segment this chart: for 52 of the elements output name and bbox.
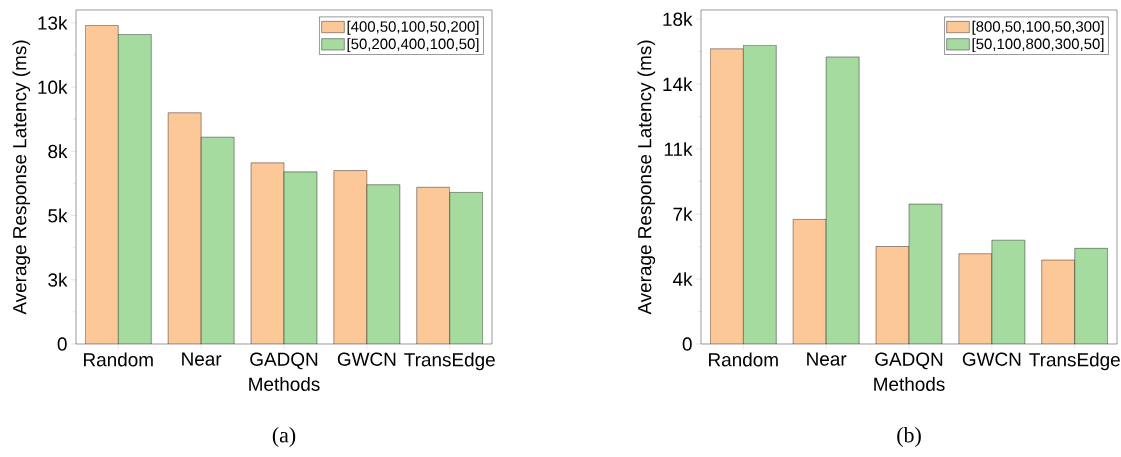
text: (a) [272,427,296,447]
y-tick-label: 7k [673,207,693,221]
bar [118,34,152,344]
legend-label: [50,200,400,100,50] [347,38,479,53]
bar [710,48,744,344]
x-tick-label: TransEdge [404,352,495,371]
bar [958,253,992,344]
x-tick-label: GWCN [962,352,1021,366]
y-tick-label: 11k [664,142,693,156]
x-axis-title: Methods [874,377,945,391]
x-tick-label: Random [709,352,778,367]
legend-label: [50,100,800,300,50] [972,38,1104,53]
x-tick-label: Near [807,352,847,366]
y-tick-label: 8k [48,144,68,159]
y-tick-label: 13k [38,15,68,30]
x-tick-label: GADQN [875,352,943,370]
y-axis-title: Average Response Latency (ms) [12,40,31,315]
y-tick-label: 5k [48,208,68,223]
x-tick-label: Random [84,352,153,367]
y-tick-label: 10k [38,80,68,95]
bar [168,112,202,344]
y-axis-title: Average Response Latency (ms) [637,40,656,315]
text: (b) [897,427,921,447]
x-tick-label: GWCN [337,352,396,366]
bar [909,204,943,344]
x-tick-label: GADQN [250,352,318,370]
bar [449,192,483,344]
bar [876,246,910,344]
legend-label: [400,50,100,50,200] [347,20,479,35]
y-tick-label: 4k [672,272,693,286]
bar [743,45,777,344]
bar [85,25,119,344]
y-tick-label: 18k [663,12,693,26]
bar [826,56,860,344]
y-tick-label: 0 [57,337,67,351]
y-tick-label: 3k [48,272,68,287]
y-tick-label: 14k [663,77,693,91]
bar [991,240,1025,344]
bar [1074,248,1108,344]
bar [416,187,450,344]
x-tick-label: Near [182,352,222,366]
x-axis-title: Methods [249,377,320,391]
bar [201,137,235,344]
bar [1041,259,1075,344]
bar [366,184,400,344]
bar [251,162,284,344]
y-tick-label: 0 [682,337,692,351]
x-tick-label: TransEdge [1029,352,1120,371]
bar [793,219,827,344]
bar [284,171,317,344]
legend-label: [800,50,100,50,300] [972,20,1104,35]
bar [333,170,367,344]
